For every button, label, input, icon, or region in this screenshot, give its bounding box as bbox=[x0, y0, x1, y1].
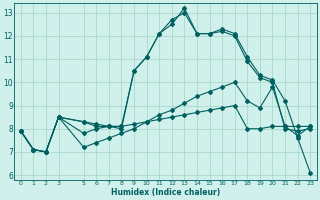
X-axis label: Humidex (Indice chaleur): Humidex (Indice chaleur) bbox=[111, 188, 220, 197]
